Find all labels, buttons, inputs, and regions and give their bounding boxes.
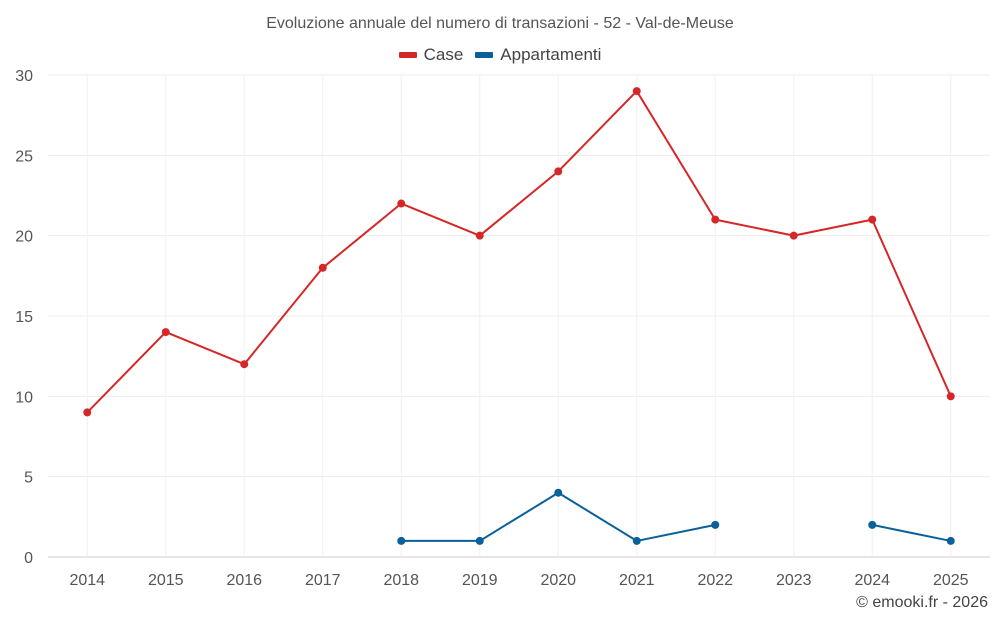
x-tick-label: 2019 <box>462 572 498 589</box>
data-point <box>240 360 249 369</box>
series-0 <box>83 87 955 417</box>
data-point <box>475 231 484 240</box>
y-tick-label: 0 <box>24 550 33 567</box>
x-tick-label: 2022 <box>697 572 733 589</box>
series-1 <box>397 488 955 545</box>
data-point <box>868 520 877 529</box>
y-tick-label: 20 <box>15 229 33 246</box>
data-point <box>868 215 877 224</box>
data-point <box>397 199 406 208</box>
data-point <box>554 167 563 176</box>
credit-text: © emooki.fr - 2026 <box>856 594 988 611</box>
data-point <box>632 536 641 545</box>
series-line <box>86 90 952 414</box>
x-tick-label: 2020 <box>540 572 576 589</box>
x-tick-label: 2018 <box>383 572 419 589</box>
y-tick-label: 10 <box>15 389 33 406</box>
data-point <box>161 328 170 337</box>
data-point <box>632 87 641 96</box>
legend: Case Appartamenti <box>0 45 1000 65</box>
data-point <box>554 488 563 497</box>
series-line <box>872 523 951 542</box>
chart-title: Evoluzione annuale del numero di transaz… <box>266 15 734 32</box>
x-tick-label: 2015 <box>148 572 184 589</box>
legend-label-case: Case <box>423 45 464 64</box>
y-tick-label: 30 <box>15 68 33 85</box>
data-point <box>946 536 955 545</box>
x-tick-label: 2014 <box>69 572 105 589</box>
data-point <box>946 392 955 401</box>
x-tick-label: 2017 <box>305 572 341 589</box>
x-tick-label: 2024 <box>854 572 890 589</box>
data-point <box>711 215 720 224</box>
legend-swatch-appartamenti <box>475 52 494 58</box>
data-point <box>475 536 484 545</box>
data-point <box>397 536 406 545</box>
x-tick-label: 2025 <box>933 572 969 589</box>
data-point <box>711 520 720 529</box>
data-point <box>83 408 92 417</box>
y-tick-label: 15 <box>15 309 33 326</box>
x-tick-label: 2021 <box>619 572 655 589</box>
legend-item-case[interactable]: Case <box>398 45 464 65</box>
data-point <box>318 263 327 272</box>
legend-swatch-case <box>398 52 417 58</box>
y-tick-label: 25 <box>15 148 33 165</box>
data-point <box>789 231 798 240</box>
y-tick-label: 5 <box>24 470 33 487</box>
legend-label-appartamenti: Appartamenti <box>500 45 602 64</box>
x-tick-label: 2023 <box>776 572 812 589</box>
x-tick-label: 2016 <box>226 572 262 589</box>
legend-item-appartamenti[interactable]: Appartamenti <box>475 45 601 65</box>
